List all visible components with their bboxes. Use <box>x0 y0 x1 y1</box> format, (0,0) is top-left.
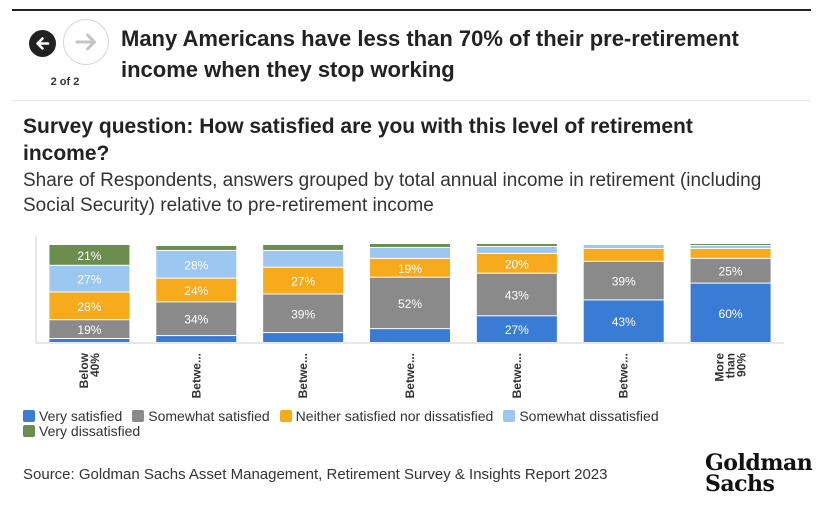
arrow-left-icon <box>36 37 50 50</box>
legend-swatch <box>503 410 516 422</box>
data-label: 27% <box>505 323 529 337</box>
data-label: 39% <box>612 275 636 289</box>
chart-subtitle: Share of Respondents, answers grouped by… <box>23 170 762 216</box>
bar-segment-very-satisfied-2 <box>156 336 237 342</box>
x-tick-label: Betwe... <box>617 353 631 398</box>
bar-segment-somewhat-satisfied-2 <box>156 302 237 336</box>
x-tick-label: Below <box>77 352 91 388</box>
bar-segment-very-dissatisfied-7 <box>690 244 771 245</box>
bar-segment-very-dissatisfied-3 <box>263 244 344 250</box>
bar-segment-somewhat-dissatisfied-7 <box>690 245 771 248</box>
data-label: 43% <box>612 315 636 329</box>
data-label: 20% <box>505 257 529 271</box>
bar-segment-very-satisfied-3 <box>263 333 344 342</box>
data-label: 60% <box>719 307 743 321</box>
data-label: 21% <box>77 249 101 263</box>
bar-segment-neither-satisfied-nor-dissatisfied-6 <box>583 248 664 261</box>
bar-segment-very-satisfied-7 <box>690 283 771 342</box>
bar-segment-somewhat-satisfied-7 <box>690 258 771 283</box>
legend-item-very-dissatisfied: Very dissatisfied <box>23 424 140 439</box>
data-label: 24% <box>184 284 208 298</box>
previous-slide-button[interactable] <box>29 30 56 57</box>
legend-item-somewhat-dissatisfied: Somewhat dissatisfied <box>503 408 659 424</box>
bar-segment-very-dissatisfied-2 <box>156 245 237 250</box>
chart-title: Survey question: How satisfied are you w… <box>23 115 693 165</box>
bar-segment-neither-satisfied-nor-dissatisfied-1 <box>49 292 130 320</box>
x-tick-label: Betwe... <box>296 353 310 398</box>
legend-label: Neither satisfied nor dissatisfied <box>295 408 494 424</box>
next-slide-button[interactable] <box>63 19 109 65</box>
data-label: 39% <box>291 307 315 321</box>
slide-title: Many Americans have less than 70% of the… <box>121 26 739 82</box>
data-label: 28% <box>77 300 101 314</box>
data-label: 34% <box>184 313 208 327</box>
bar-segment-somewhat-dissatisfied-6 <box>583 244 664 248</box>
x-tick-label: Betwe... <box>510 353 524 398</box>
data-label: 19% <box>77 323 101 337</box>
bar-segment-neither-satisfied-nor-dissatisfied-4 <box>370 258 450 277</box>
bar-segment-neither-satisfied-nor-dissatisfied-3 <box>263 267 344 294</box>
legend-swatch <box>23 410 35 422</box>
goldman-sachs-logo: Goldman Sachs <box>705 450 813 497</box>
bar-segment-somewhat-satisfied-1 <box>49 320 130 339</box>
bar-segment-neither-satisfied-nor-dissatisfied-2 <box>156 278 237 302</box>
bar-segment-somewhat-dissatisfied-3 <box>263 250 344 267</box>
legend-item-very-satisfied: Very satisfied <box>23 409 122 424</box>
bar-segment-very-dissatisfied-1 <box>49 244 130 265</box>
bar-segment-somewhat-satisfied-6 <box>583 261 664 300</box>
data-label: 28% <box>184 258 208 272</box>
x-tick-label: 90% <box>735 353 749 377</box>
x-tick-label: than <box>724 353 738 378</box>
bar-segment-neither-satisfied-nor-dissatisfied-7 <box>690 248 771 258</box>
bar-segment-somewhat-dissatisfied-5 <box>476 246 557 253</box>
source-note: Source: Goldman Sachs Asset Management, … <box>23 466 608 483</box>
bar-segment-neither-satisfied-nor-dissatisfied-5 <box>476 253 557 273</box>
chart-legend: Very satisfied Somewhat satisfied Neither … <box>23 409 723 439</box>
bar-segment-very-satisfied-4 <box>370 329 450 342</box>
legend-item-neither-satisfied-nor-dissatisfied: Neither satisfied nor dissatisfied <box>279 408 494 424</box>
page-indicator: 2 of 2 <box>50 76 80 88</box>
data-label: 27% <box>291 275 315 289</box>
top-rule <box>12 9 811 11</box>
legend-label: Somewhat dissatisfied <box>519 408 659 424</box>
x-tick-label: Betwe... <box>189 353 203 398</box>
data-label: 19% <box>398 262 422 276</box>
legend-swatch <box>23 425 35 437</box>
bar-segment-very-satisfied-5 <box>476 316 557 342</box>
bar-segment-somewhat-dissatisfied-4 <box>370 247 450 258</box>
logo-line-1: Goldman <box>705 450 813 476</box>
x-tick-label: Betwe... <box>403 353 417 398</box>
x-tick-label: 40% <box>88 353 102 377</box>
data-label: 27% <box>77 273 101 287</box>
legend-label: Somewhat satisfied <box>148 408 270 424</box>
legend-label: Very satisfied <box>39 408 123 424</box>
bar-segment-very-satisfied-1 <box>49 339 130 342</box>
bar-segment-very-dissatisfied-5 <box>476 244 557 246</box>
bar-segment-somewhat-satisfied-3 <box>263 294 344 333</box>
bar-segment-somewhat-dissatisfied-1 <box>49 265 130 292</box>
data-label: 52% <box>398 297 422 311</box>
x-tick-label: More <box>713 353 727 382</box>
legend-swatch <box>279 410 292 422</box>
data-label: 25% <box>719 265 743 279</box>
bar-segment-very-satisfied-6 <box>583 300 664 342</box>
logo-line-2: Sachs <box>705 471 775 497</box>
legend-item-somewhat-satisfied: Somewhat satisfied <box>132 408 270 424</box>
data-label: 43% <box>505 288 529 302</box>
bar-segment-very-dissatisfied-4 <box>370 244 450 247</box>
bar-segment-somewhat-dissatisfied-2 <box>156 250 237 278</box>
bar-segment-somewhat-satisfied-4 <box>370 277 450 329</box>
arrow-right-icon <box>75 33 96 51</box>
header-separator <box>12 100 811 101</box>
legend-swatch <box>132 410 145 422</box>
bar-segment-somewhat-satisfied-5 <box>476 273 557 316</box>
legend-label: Very dissatisfied <box>39 423 141 439</box>
